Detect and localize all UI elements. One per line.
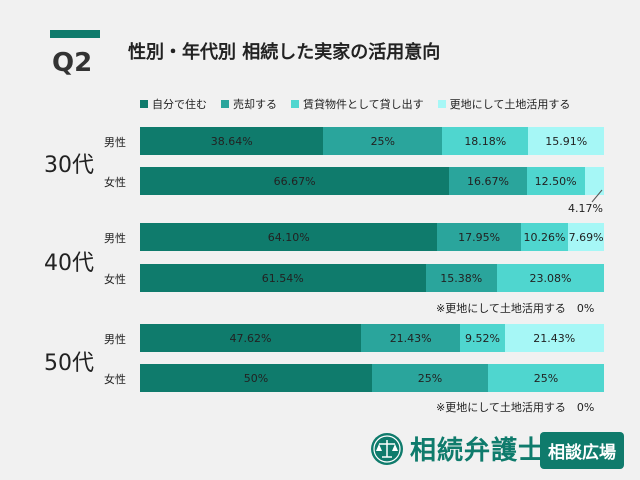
callout-line: [591, 189, 603, 203]
note-50s: ※更地にして土地活用する 0%: [436, 401, 595, 414]
bar-segment-50s-male-rent: 9.52%: [460, 324, 505, 352]
legend-label-self: 自分で住む: [152, 98, 207, 111]
sex-label-30s-female: 女性: [104, 176, 126, 189]
data-label-40s-male-rent: 10.26%: [523, 230, 566, 244]
bar-segment-40s-female-rent: 23.08%: [496, 264, 604, 292]
data-label-40s-male-vacant: 7.69%: [568, 230, 604, 244]
bar-segment-50s-female-rent: 25%: [488, 364, 604, 392]
note-40s: ※更地にして土地活用する 0%: [436, 302, 595, 315]
bar-segment-30s-female-rent: 12.50%: [526, 167, 585, 195]
bar-segment-30s-male-vacant: 15.91%: [528, 127, 604, 155]
bar-segment-30s-male-rent: 18.18%: [442, 127, 529, 155]
legend-item-rent: 賃貸物件として貸し出す: [291, 96, 424, 112]
data-label-40s-male-sell: 17.95%: [458, 230, 501, 244]
bar-segment-40s-male-vacant: 7.69%: [568, 223, 604, 251]
age-label-40s: 40代: [44, 251, 94, 276]
data-label-30s-female-sell: 16.67%: [467, 174, 509, 188]
question-number: Q2: [52, 48, 93, 78]
bar-segment-40s-male-sell: 17.95%: [437, 223, 521, 251]
data-label-40s-female-sell: 15.38%: [440, 271, 483, 285]
bar-segment-30s-female-self: 66.67%: [140, 167, 450, 195]
data-label-30s-female-self: 66.67%: [273, 174, 316, 188]
brand-logo: 相続弁護士: [370, 430, 545, 467]
bar-segment-50s-male-self: 47.62%: [140, 324, 361, 352]
bar-segment-30s-male-self: 38.64%: [140, 127, 324, 155]
legend-label-sell: 売却する: [233, 98, 277, 111]
legend-label-vacant: 更地にして土地活用する: [449, 98, 571, 111]
bar-row-30s-male: 38.64% 25% 18.18% 15.91%: [140, 127, 604, 155]
data-label-40s-male-self: 64.10%: [267, 230, 310, 244]
data-label-40s-female-self: 61.54%: [261, 271, 304, 285]
bar-segment-30s-female-vacant: [584, 167, 604, 195]
bar-row-30s-female: 66.67% 16.67% 12.50%: [140, 167, 604, 195]
bar-segment-50s-male-sell: 21.43%: [360, 324, 461, 352]
bar-segment-40s-male-rent: 10.26%: [520, 223, 569, 251]
data-label-30s-male-vacant: 15.91%: [545, 134, 588, 148]
bar-segment-50s-male-vacant: 21.43%: [504, 324, 604, 352]
legend-swatch-rent: [291, 100, 299, 108]
sex-label-30s-male: 男性: [104, 136, 126, 149]
bar-segment-40s-male-self: 64.10%: [140, 223, 438, 251]
bar-segment-50s-female-sell: 25%: [372, 364, 488, 392]
legend-item-vacant: 更地にして土地活用する: [437, 96, 571, 112]
bar-segment-30s-female-sell: 16.67%: [449, 167, 527, 195]
data-label-30s-male-self: 38.64%: [210, 134, 253, 148]
scales-icon: [371, 432, 403, 465]
data-label-50s-male-rent: 9.52%: [464, 331, 500, 345]
sex-label-40s-female: 女性: [104, 273, 126, 286]
data-label-50s-female-self: 50%: [243, 371, 269, 385]
data-label-50s-male-sell: 21.43%: [389, 331, 432, 345]
bar-segment-30s-male-sell: 25%: [323, 127, 443, 155]
sex-label-40s-male: 男性: [104, 232, 126, 245]
data-label-30s-male-rent: 18.18%: [464, 134, 507, 148]
data-label-50s-female-rent: 25%: [533, 371, 559, 385]
legend-swatch-sell: [221, 100, 229, 108]
data-label-30s-female-rent: 12.50%: [534, 174, 577, 188]
sex-label-50s-female: 女性: [104, 373, 126, 386]
legend-item-sell: 売却する: [221, 96, 277, 112]
data-label-50s-female-sell: 25%: [417, 371, 443, 385]
data-label-40s-female-rent: 23.08%: [529, 271, 572, 285]
data-label-50s-male-vacant: 21.43%: [533, 331, 576, 345]
legend-label-rent: 賃貸物件として貸し出す: [303, 98, 424, 111]
legend-swatch-self: [140, 100, 148, 108]
age-label-50s: 50代: [44, 351, 94, 376]
brand-badge: 相談広場: [540, 432, 624, 469]
bar-segment-40s-female-self: 61.54%: [140, 264, 426, 292]
age-label-30s: 30代: [44, 153, 94, 178]
chart-title: 性別・年代別 相続した実家の活用意向: [128, 42, 441, 63]
bar-segment-50s-female-self: 50%: [140, 364, 372, 392]
data-label-50s-male-self: 47.62%: [229, 331, 272, 345]
outside-label-30s-female-vacant: 4.17%: [568, 202, 603, 215]
bar-row-50s-female: 50% 25% 25%: [140, 364, 604, 392]
legend-item-self: 自分で住む: [140, 96, 207, 112]
accent-bar: [50, 30, 100, 38]
bar-segment-40s-female-sell: 15.38%: [425, 264, 497, 292]
bar-row-50s-male: 47.62% 21.43% 9.52% 21.43%: [140, 324, 604, 352]
bar-row-40s-male: 64.10% 17.95% 10.26% 7.69%: [140, 223, 604, 251]
legend-swatch-vacant: [437, 100, 446, 108]
bar-row-40s-female: 61.54% 15.38% 23.08%: [140, 264, 604, 292]
data-label-30s-male-sell: 25%: [370, 134, 396, 148]
brand-logo-text: 相続弁護士: [410, 436, 546, 466]
sex-label-50s-male: 男性: [104, 333, 126, 346]
legend: 自分で住む 売却する 賃貸物件として貸し出す 更地にして土地活用する: [140, 96, 570, 112]
